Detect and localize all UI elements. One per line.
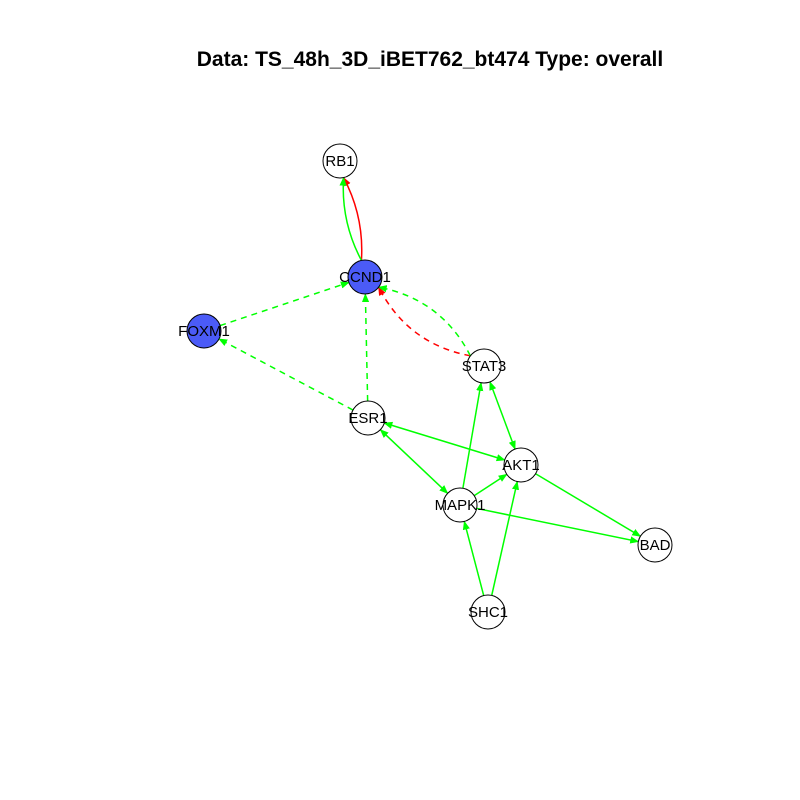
node-akt1: AKT1: [502, 447, 540, 483]
node-label-akt1: AKT1: [502, 457, 540, 474]
node-label-stat3: STAT3: [462, 358, 506, 375]
edge-foxm1-ccnd1: [219, 281, 350, 327]
edge-mapk1-akt1: [473, 473, 508, 497]
node-circle-shc1: [470, 594, 506, 630]
node-circle-ccnd1: [347, 259, 383, 295]
node-circle-mapk1: [442, 487, 478, 523]
diagram-title: Data: TS_48h_3D_iBET762_bt474 Type: over…: [196, 48, 664, 71]
node-label-rb1: RB1: [325, 153, 354, 170]
edge-esr1-akt1: [383, 421, 506, 462]
edge-ccnd1-rb1: [342, 176, 363, 261]
edge-ccnd1-rb1: [339, 176, 363, 261]
edges-layer: [218, 176, 642, 596]
node-label-shc1: SHC1: [468, 604, 508, 621]
node-mapk1: MAPK1: [435, 487, 486, 523]
node-circle-rb1: [322, 143, 358, 179]
node-circle-stat3: [466, 348, 502, 384]
node-label-bad: BAD: [640, 537, 671, 554]
node-circle-esr1: [350, 400, 386, 436]
edge-mapk1-bad: [476, 507, 640, 544]
node-esr1: ESR1: [348, 400, 388, 436]
node-stat3: STAT3: [462, 348, 506, 384]
node-rb1: RB1: [322, 143, 358, 179]
node-circle-akt1: [503, 447, 539, 483]
node-label-mapk1: MAPK1: [435, 497, 486, 514]
node-ccnd1: CCND1: [339, 259, 391, 295]
edge-esr1-foxm1: [218, 338, 354, 411]
edge-esr1-mapk1: [379, 429, 449, 494]
node-circle-bad: [637, 527, 673, 563]
node-shc1: SHC1: [468, 594, 508, 630]
edge-esr1-ccnd1: [361, 293, 370, 402]
nodes-layer: RB1 CCND1 FOXM1 STAT3 ESR1 AKT1 MAPK1 BAD SHC1: [178, 143, 673, 630]
edge-stat3-ccnd1: [377, 286, 471, 357]
node-circle-foxm1: [186, 313, 222, 349]
node-bad: BAD: [637, 527, 673, 563]
node-label-foxm1: FOXM1: [178, 323, 230, 340]
node-label-esr1: ESR1: [348, 410, 387, 427]
edge-stat3-ccnd1: [377, 285, 472, 357]
edge-shc1-mapk1: [462, 520, 485, 596]
edge-mapk1-stat3: [462, 381, 484, 489]
node-foxm1: FOXM1: [178, 313, 230, 349]
edge-akt1-bad: [535, 473, 642, 537]
edge-stat3-akt1: [489, 381, 516, 450]
edge-shc1-akt1: [490, 480, 520, 596]
node-label-ccnd1: CCND1: [339, 269, 391, 286]
